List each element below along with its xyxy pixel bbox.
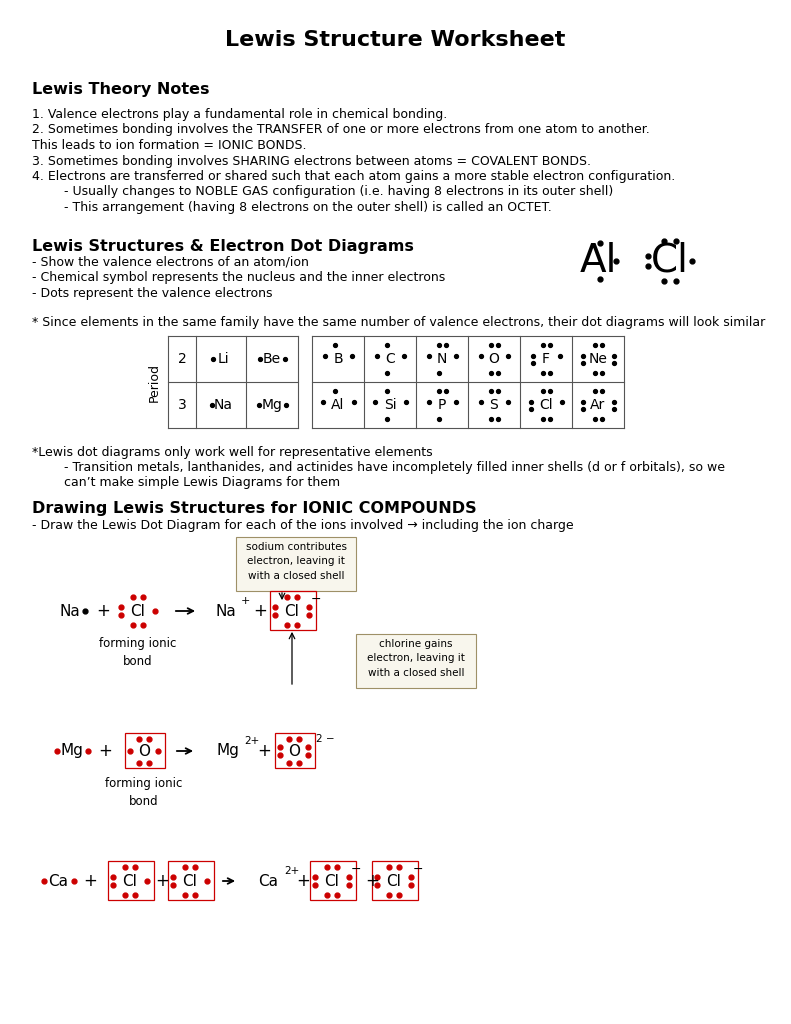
Text: Cl: Cl xyxy=(539,398,553,412)
Text: Cl: Cl xyxy=(123,873,138,889)
Text: N: N xyxy=(437,352,447,366)
Text: Lewis Structure Worksheet: Lewis Structure Worksheet xyxy=(225,30,566,50)
Text: Mg: Mg xyxy=(61,743,83,759)
Text: O: O xyxy=(489,352,499,366)
Text: 2 −: 2 − xyxy=(316,734,335,744)
Text: +: + xyxy=(98,742,112,760)
Text: B: B xyxy=(333,352,343,366)
Text: Ne: Ne xyxy=(589,352,607,366)
Text: - This arrangement (having 8 electrons on the outer shell) is called an OCTET.: - This arrangement (having 8 electrons o… xyxy=(32,201,552,214)
Text: Al: Al xyxy=(331,398,345,412)
Text: −: − xyxy=(311,593,321,605)
Text: Ca: Ca xyxy=(258,873,278,889)
Text: 1. Valence electrons play a fundamental role in chemical bonding.: 1. Valence electrons play a fundamental … xyxy=(32,108,447,121)
Text: Na: Na xyxy=(214,398,233,412)
Text: Cl: Cl xyxy=(183,873,198,889)
Text: Drawing Lewis Structures for IONIC COMPOUNDS: Drawing Lewis Structures for IONIC COMPO… xyxy=(32,501,477,516)
Text: Na: Na xyxy=(216,603,237,618)
Text: Mg: Mg xyxy=(262,398,282,412)
Text: can’t make simple Lewis Diagrams for them: can’t make simple Lewis Diagrams for the… xyxy=(32,476,340,489)
Text: chlorine gains
electron, leaving it
with a closed shell: chlorine gains electron, leaving it with… xyxy=(367,639,465,678)
Text: S: S xyxy=(490,398,498,412)
Text: - Dots represent the valence electrons: - Dots represent the valence electrons xyxy=(32,287,273,299)
Text: Cl: Cl xyxy=(651,242,689,280)
Text: +: + xyxy=(155,872,169,890)
Text: Li: Li xyxy=(218,352,229,366)
Text: forming ionic
bond: forming ionic bond xyxy=(100,637,176,668)
Text: - Chemical symbol represents the nucleus and the inner electrons: - Chemical symbol represents the nucleus… xyxy=(32,271,445,284)
Text: Si: Si xyxy=(384,398,396,412)
Text: +: + xyxy=(241,596,251,606)
Text: forming ionic
bond: forming ionic bond xyxy=(105,777,183,808)
Text: 2. Sometimes bonding involves the TRANSFER of one or more electrons from one ato: 2. Sometimes bonding involves the TRANSF… xyxy=(32,124,649,136)
Text: Lewis Structures & Electron Dot Diagrams: Lewis Structures & Electron Dot Diagrams xyxy=(32,239,414,254)
Text: Cl: Cl xyxy=(324,873,339,889)
Text: −: − xyxy=(413,862,423,876)
Text: Be: Be xyxy=(263,352,281,366)
Text: Al: Al xyxy=(579,242,617,280)
Text: C: C xyxy=(385,352,395,366)
Text: F: F xyxy=(542,352,550,366)
Text: Cl: Cl xyxy=(285,603,300,618)
Text: 3. Sometimes bonding involves SHARING electrons between atoms = COVALENT BONDS.: 3. Sometimes bonding involves SHARING el… xyxy=(32,155,591,168)
Text: O: O xyxy=(288,743,300,759)
Text: +: + xyxy=(253,602,267,620)
Text: Cl: Cl xyxy=(387,873,402,889)
Text: 4. Electrons are transferred or shared such that each atom gains a more stable e: 4. Electrons are transferred or shared s… xyxy=(32,170,676,183)
Text: Mg: Mg xyxy=(217,743,240,759)
Text: +: + xyxy=(96,602,110,620)
Text: Na: Na xyxy=(59,603,81,618)
Text: +: + xyxy=(365,872,379,890)
Text: sodium contributes
electron, leaving it
with a closed shell: sodium contributes electron, leaving it … xyxy=(245,542,346,581)
Text: *Lewis dot diagrams only work well for representative elements: *Lewis dot diagrams only work well for r… xyxy=(32,446,433,459)
Text: P: P xyxy=(437,398,446,412)
Text: - Show the valence electrons of an atom/ion: - Show the valence electrons of an atom/… xyxy=(32,256,308,268)
Text: - Transition metals, lanthanides, and actinides have incompletely filled inner s: - Transition metals, lanthanides, and ac… xyxy=(32,461,725,474)
Text: 2+: 2+ xyxy=(284,866,299,876)
Text: +: + xyxy=(296,872,310,890)
Text: This leads to ion formation = IONIC BONDS.: This leads to ion formation = IONIC BOND… xyxy=(32,139,306,152)
FancyBboxPatch shape xyxy=(356,634,476,688)
Text: Ca: Ca xyxy=(48,873,68,889)
Text: Period: Period xyxy=(147,362,161,401)
Text: * Since elements in the same family have the same number of valence electrons, t: * Since elements in the same family have… xyxy=(32,316,765,329)
Text: - Usually changes to NOBLE GAS configuration (i.e. having 8 electrons in its out: - Usually changes to NOBLE GAS configura… xyxy=(32,185,613,199)
Text: Cl: Cl xyxy=(131,603,146,618)
FancyBboxPatch shape xyxy=(236,537,356,591)
Text: Ar: Ar xyxy=(590,398,606,412)
Text: 2+: 2+ xyxy=(244,736,259,746)
Text: +: + xyxy=(257,742,271,760)
Text: 3: 3 xyxy=(178,398,187,412)
Text: 2: 2 xyxy=(178,352,187,366)
Text: −: − xyxy=(350,862,361,876)
Text: +: + xyxy=(83,872,97,890)
Text: - Draw the Lewis Dot Diagram for each of the ions involved → including the ion c: - Draw the Lewis Dot Diagram for each of… xyxy=(32,519,573,532)
Text: Lewis Theory Notes: Lewis Theory Notes xyxy=(32,82,210,97)
Text: O: O xyxy=(138,743,150,759)
